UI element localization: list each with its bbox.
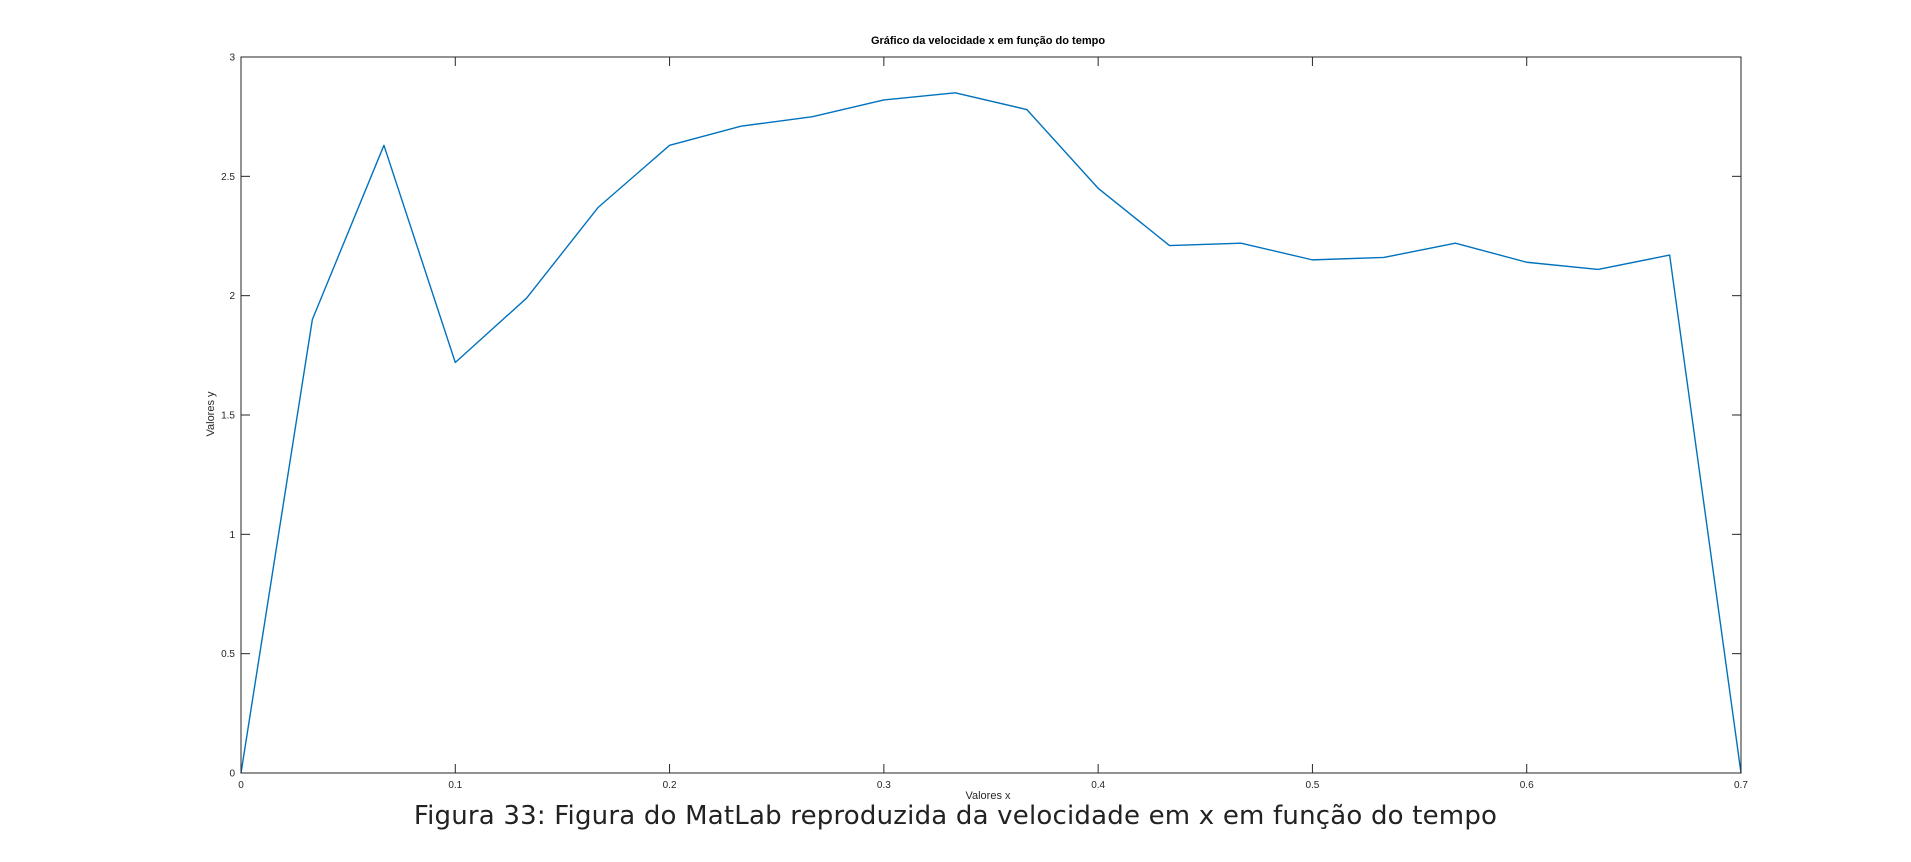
y-tick-label: 2.5 bbox=[221, 172, 235, 183]
y-tick-label: 3 bbox=[229, 53, 235, 64]
x-tick-label: 0.6 bbox=[1520, 780, 1534, 791]
y-tick-label: 0 bbox=[229, 769, 235, 780]
figure-caption: Figura 33: Figura do MatLab reproduzida … bbox=[413, 801, 1498, 831]
y-tick-label: 0.5 bbox=[221, 649, 235, 660]
y-tick-label: 1 bbox=[229, 530, 235, 541]
x-tick-label: 0.7 bbox=[1734, 780, 1748, 791]
x-tick-label: 0.2 bbox=[663, 780, 677, 791]
plot-area bbox=[240, 92, 1742, 774]
series-line bbox=[240, 92, 1742, 774]
chart-title: Gráfico da velocidade x em função do tem… bbox=[871, 35, 1105, 47]
axes-box bbox=[240, 56, 1742, 774]
x-tick-label: 0 bbox=[238, 780, 244, 791]
x-tick-label: 0.3 bbox=[877, 780, 891, 791]
y-axis-label: Valores y bbox=[205, 391, 217, 437]
y-tick-label: 1.5 bbox=[221, 411, 235, 422]
x-tick-label: 0.5 bbox=[1305, 780, 1319, 791]
y-tick-label: 2 bbox=[229, 291, 235, 302]
x-tick-label: 0.4 bbox=[1091, 780, 1105, 791]
x-axis-label: Valores x bbox=[965, 790, 1011, 802]
axis-ticks: 0 0.1 0.2 0.3 0.4 0.5 0.6 0.7 0 0.5 1 1.5 2 2.5 3 bbox=[221, 53, 1748, 792]
x-tick-label: 0.1 bbox=[448, 780, 462, 791]
